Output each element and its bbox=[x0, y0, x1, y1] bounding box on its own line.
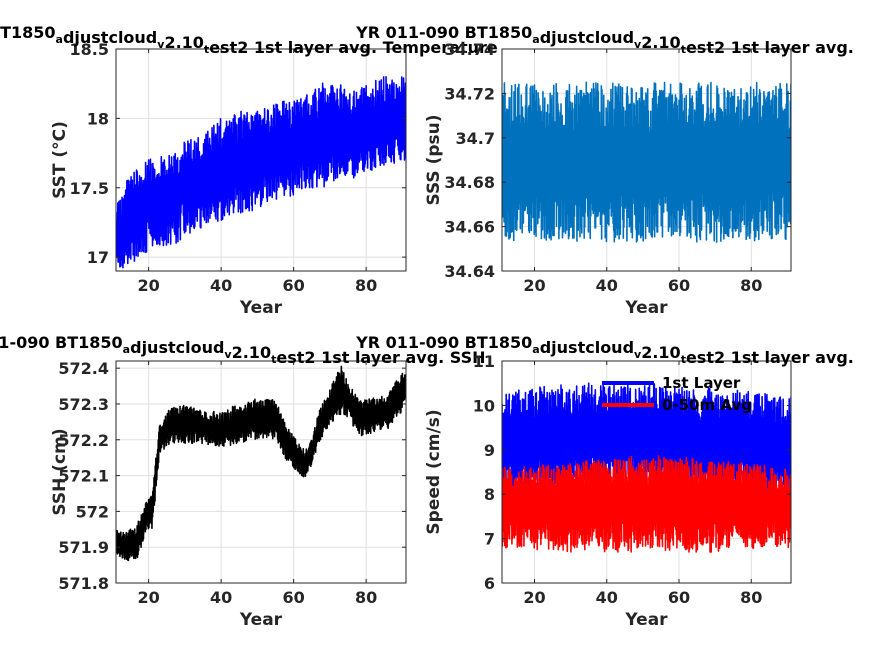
y-tick-label: 6 bbox=[484, 574, 495, 593]
y-tick-label: 34.64 bbox=[444, 262, 495, 281]
subplot-2: 20 40 60 80 34.64 34.66 34.68 34.7 34.72 34.74 Yea… bbox=[355, 23, 854, 318]
y-tick-label: 9 bbox=[484, 441, 495, 460]
y-axis-label: SST (°C) bbox=[50, 121, 70, 199]
y-axis-label: Speed (cm/s) bbox=[424, 409, 444, 534]
legend-label: 1st Layer bbox=[662, 374, 741, 392]
x-tick-label: 60 bbox=[668, 588, 690, 607]
y-tick-label: 34.68 bbox=[444, 173, 495, 192]
x-tick-label: 20 bbox=[137, 276, 159, 295]
y-tick-label: 572.1 bbox=[58, 467, 109, 486]
series-line-1 bbox=[502, 81, 791, 243]
chart-title: … 011-090 BT1850adjustcloudv2.10test2 1s… bbox=[0, 333, 486, 367]
series-line-1 bbox=[116, 365, 406, 562]
series-line-2 bbox=[502, 455, 791, 553]
x-tick-label: 60 bbox=[668, 276, 690, 295]
x-tick-label: 80 bbox=[740, 276, 762, 295]
chart-title: YR 011-090 BT1850adjustcloudv2.10test2 1… bbox=[355, 333, 854, 367]
y-tick-label: 571.9 bbox=[58, 538, 109, 557]
y-tick-label: 34.74 bbox=[444, 40, 495, 59]
plot-area bbox=[116, 361, 406, 583]
x-tick-label: 40 bbox=[596, 588, 618, 607]
y-tick-label: 572 bbox=[76, 502, 109, 521]
x-tick-label: 20 bbox=[523, 588, 545, 607]
legend: 1st Layer 0-50m Avg bbox=[602, 374, 752, 414]
axes-frame bbox=[115, 48, 407, 272]
axes-frame bbox=[501, 360, 792, 584]
x-tick-label: 40 bbox=[210, 588, 232, 607]
subplot-3: 20 40 60 80 571.8 571.9 572 572.1 572.2 572.3 572.… bbox=[0, 333, 486, 630]
y-tick-label: 571.8 bbox=[58, 574, 109, 593]
series-line-1 bbox=[502, 382, 791, 495]
y-tick-label: 18 bbox=[87, 109, 109, 128]
subplot-1: 20 40 60 80 17 17.5 18 18.5 Year SST (°C) -090 BT1… bbox=[0, 23, 498, 318]
y-tick-label: 18.5 bbox=[70, 40, 109, 59]
y-tick-label: 572.4 bbox=[58, 359, 109, 378]
axes-frame bbox=[115, 360, 407, 584]
subplot-4: 20 40 60 80 6 7 8 9 10 11 Year Speed (cm/s) YR 011-0… bbox=[355, 333, 854, 630]
x-tick-label: 40 bbox=[596, 276, 618, 295]
chart-title: YR 011-090 BT1850adjustcloudv2.10test2 1… bbox=[355, 23, 854, 57]
y-tick-label: 7 bbox=[484, 530, 495, 549]
x-tick-label: 60 bbox=[282, 276, 304, 295]
x-axis-label: Year bbox=[239, 610, 283, 630]
x-tick-label: 20 bbox=[137, 588, 159, 607]
x-axis-label: Year bbox=[624, 610, 668, 630]
y-axis-label: SSH (cm) bbox=[50, 428, 70, 515]
legend-label: 0-50m Avg bbox=[662, 396, 752, 414]
axes-frame bbox=[501, 48, 792, 272]
y-tick-label: 572.3 bbox=[58, 395, 109, 414]
y-tick-label: 34.7 bbox=[456, 129, 495, 148]
y-tick-label: 34.66 bbox=[444, 218, 495, 237]
y-tick-label: 11 bbox=[473, 352, 495, 371]
x-axis-label: Year bbox=[624, 298, 668, 318]
series-line-1 bbox=[116, 75, 406, 269]
x-tick-label: 80 bbox=[355, 588, 377, 607]
y-tick-label: 17.5 bbox=[70, 179, 109, 198]
y-axis-label: SSS (psu) bbox=[424, 114, 444, 205]
x-axis-label: Year bbox=[239, 298, 283, 318]
x-tick-label: 80 bbox=[355, 276, 377, 295]
y-tick-label: 17 bbox=[87, 248, 109, 267]
y-tick-label: 8 bbox=[484, 485, 495, 504]
x-tick-label: 20 bbox=[523, 276, 545, 295]
chart-title: -090 BT1850adjustcloudv2.10test2 1st lay… bbox=[0, 23, 498, 57]
y-tick-label: 572.2 bbox=[58, 431, 109, 450]
y-tick-label: 10 bbox=[473, 396, 495, 415]
x-tick-label: 80 bbox=[740, 588, 762, 607]
x-tick-label: 60 bbox=[282, 588, 304, 607]
x-tick-label: 40 bbox=[210, 276, 232, 295]
y-tick-label: 34.72 bbox=[444, 84, 495, 103]
